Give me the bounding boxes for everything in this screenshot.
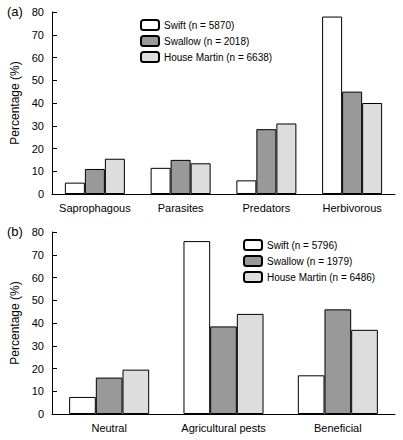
svg-text:Swallow (n = 1979): Swallow (n = 1979) — [267, 256, 352, 267]
svg-text:Swallow (n = 2018): Swallow (n = 2018) — [164, 36, 249, 47]
svg-text:House Martin (n = 6638): House Martin (n = 6638) — [164, 52, 272, 63]
svg-text:Saprophagous: Saprophagous — [59, 202, 131, 214]
svg-text:50: 50 — [32, 74, 44, 86]
svg-text:Swift (n = 5796): Swift (n = 5796) — [267, 240, 337, 251]
svg-text:0: 0 — [38, 408, 44, 420]
svg-text:Predators: Predators — [243, 202, 291, 214]
svg-text:70: 70 — [32, 249, 44, 261]
svg-text:30: 30 — [32, 120, 44, 132]
svg-text:80: 80 — [32, 226, 44, 238]
svg-text:Swift (n = 5870): Swift (n = 5870) — [164, 20, 234, 31]
svg-text:0: 0 — [38, 188, 44, 200]
svg-text:40: 40 — [32, 317, 44, 329]
svg-text:50: 50 — [32, 294, 44, 306]
svg-text:Agricultural pests: Agricultural pests — [181, 422, 266, 434]
svg-text:Percentage (%): Percentage (%) — [8, 61, 22, 144]
svg-text:80: 80 — [32, 6, 44, 18]
svg-text:Beneficial: Beneficial — [314, 422, 362, 434]
svg-text:House Martin (n = 6486): House Martin (n = 6486) — [267, 272, 375, 283]
svg-text:20: 20 — [32, 143, 44, 155]
svg-text:60: 60 — [32, 52, 44, 64]
svg-text:20: 20 — [32, 363, 44, 375]
svg-text:Neutral: Neutral — [91, 422, 126, 434]
svg-text:(a): (a) — [7, 4, 23, 19]
svg-text:30: 30 — [32, 340, 44, 352]
svg-text:10: 10 — [32, 385, 44, 397]
svg-text:10: 10 — [32, 165, 44, 177]
svg-text:40: 40 — [32, 97, 44, 109]
svg-text:60: 60 — [32, 272, 44, 284]
svg-text:70: 70 — [32, 29, 44, 41]
svg-text:(b): (b) — [7, 224, 23, 239]
svg-text:Percentage (%): Percentage (%) — [8, 281, 22, 364]
svg-text:Parasites: Parasites — [158, 202, 204, 214]
svg-text:Herbivorous: Herbivorous — [322, 202, 382, 214]
